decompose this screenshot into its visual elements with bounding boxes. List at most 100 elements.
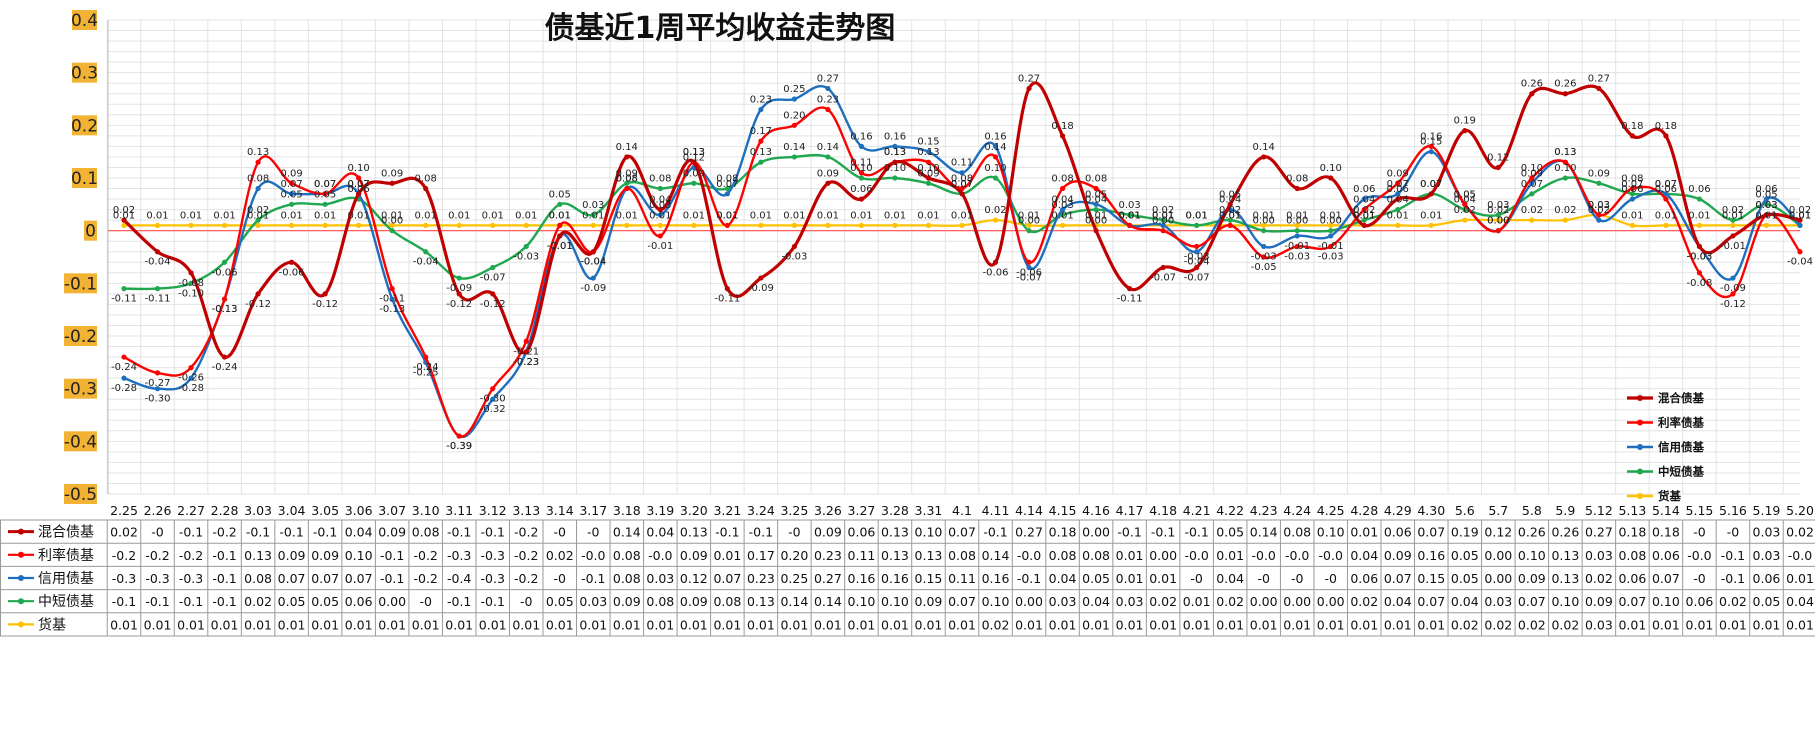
data-point — [1395, 222, 1401, 228]
table-legend-marker — [18, 528, 24, 535]
table-cell: 0.08 — [613, 571, 641, 586]
data-label: 0.01 — [549, 210, 571, 221]
data-point — [758, 222, 764, 228]
table-cell: 0.11 — [948, 571, 976, 586]
data-point — [959, 191, 965, 197]
data-point — [1596, 212, 1602, 218]
data-point — [825, 180, 831, 186]
table-cell: 0.16 — [982, 571, 1010, 586]
table-cell: 0.08 — [646, 594, 674, 609]
data-label: 0.14 — [984, 142, 1006, 153]
data-point — [1026, 259, 1032, 265]
data-point — [1227, 217, 1233, 223]
data-point — [289, 222, 295, 228]
data-point — [557, 233, 563, 239]
table-cell: -0.2 — [514, 525, 538, 540]
data-point — [1696, 196, 1703, 202]
data-point — [1395, 191, 1401, 197]
data-point — [925, 159, 932, 165]
table-cell: -0 — [1693, 525, 1706, 540]
data-label: 0.01 — [1253, 210, 1275, 221]
y-tick-bg — [64, 273, 97, 294]
table-cell: 0.05 — [1753, 594, 1781, 609]
data-label: 0.12 — [683, 152, 705, 163]
data-label: 0.07 — [1521, 179, 1543, 190]
data-point — [1629, 191, 1635, 197]
data-label: 0.01 — [716, 210, 738, 221]
data-point — [892, 143, 898, 149]
table-cell: 0.07 — [1518, 594, 1546, 609]
table-cell: -0.0 — [648, 548, 672, 563]
data-label: 0.09 — [917, 168, 939, 179]
table-cell: 0.10 — [915, 525, 943, 540]
data-point — [456, 291, 462, 297]
x-tick-label: 5.7 — [1488, 503, 1508, 518]
data-label: 0.02 — [1789, 205, 1811, 216]
table-cell: 0.13 — [244, 548, 272, 563]
table-cell: 0.10 — [848, 594, 876, 609]
data-label: -0.03 — [1318, 251, 1344, 262]
table-cell: -0 — [554, 571, 567, 586]
data-label: 0.18 — [1621, 121, 1643, 132]
data-point — [389, 222, 395, 228]
table-cell: 0.09 — [311, 548, 339, 563]
table-cell: -0.1 — [1721, 548, 1745, 563]
data-label: 0.08 — [1085, 174, 1107, 185]
data-label: 0.27 — [1588, 73, 1610, 84]
table-cell: -0 — [151, 525, 164, 540]
data-label: 0.01 — [1387, 210, 1409, 221]
table-cell: 0.19 — [1451, 525, 1479, 540]
data-label: -0.01 — [647, 241, 673, 252]
table-cell: 0.01 — [1283, 617, 1311, 632]
data-point — [1629, 196, 1635, 202]
table-legend-marker — [18, 598, 24, 605]
data-point — [758, 106, 764, 113]
data-point — [188, 270, 194, 276]
data-label: 0.25 — [783, 84, 805, 95]
data-point — [1529, 191, 1535, 197]
table-cell: -0 — [1324, 571, 1337, 586]
y-tick-label: -0.4 — [64, 432, 97, 452]
data-point — [590, 222, 596, 228]
table-cell: 0.00 — [1484, 571, 1512, 586]
data-label: 0.01 — [1353, 210, 1375, 221]
x-tick-label: 3.14 — [546, 503, 574, 518]
data-point — [423, 222, 429, 228]
y-tick-bg — [72, 62, 97, 83]
x-tick-label: 3.11 — [445, 503, 473, 518]
table-cell: 0.06 — [1350, 571, 1378, 586]
data-point — [389, 296, 395, 302]
data-label: 0.07 — [314, 179, 336, 190]
table-cell: 0.08 — [412, 525, 440, 540]
y-tick-label: -0.2 — [64, 327, 97, 347]
table-cell: -0.1 — [212, 548, 236, 563]
x-tick-label: 2.25 — [110, 503, 138, 518]
data-point — [892, 175, 898, 181]
table-cell: -0.1 — [246, 525, 270, 540]
x-tick-label: 5.20 — [1786, 503, 1814, 518]
table-cell: 0.01 — [1618, 617, 1646, 632]
data-point — [1026, 264, 1032, 271]
table-cell: 0.05 — [1451, 548, 1479, 563]
table-cell: 0.02 — [244, 594, 272, 609]
data-point — [1428, 191, 1434, 197]
data-label: 0.09 — [1387, 168, 1409, 179]
table-cell: 0.09 — [278, 548, 306, 563]
data-label: 0.02 — [247, 205, 269, 216]
data-point — [1428, 222, 1434, 228]
table-cell: 0.06 — [1652, 548, 1680, 563]
data-point — [1361, 222, 1367, 228]
x-tick-label: 3.17 — [579, 503, 607, 518]
table-cell: 0.07 — [345, 571, 373, 586]
data-label: 0.07 — [1655, 179, 1677, 190]
table-cell: 0.02 — [1216, 594, 1244, 609]
table-cell: -0.2 — [179, 548, 203, 563]
x-tick-label: 5.13 — [1618, 503, 1646, 518]
data-label: -0.07 — [480, 273, 506, 284]
data-label: -0.27 — [145, 378, 171, 389]
data-point — [691, 159, 697, 165]
x-tick-label: 5.16 — [1719, 503, 1747, 518]
table-cell: -0.3 — [481, 548, 505, 563]
x-tick-label: 2.28 — [211, 503, 239, 518]
table-cell: 0.01 — [1216, 548, 1244, 563]
